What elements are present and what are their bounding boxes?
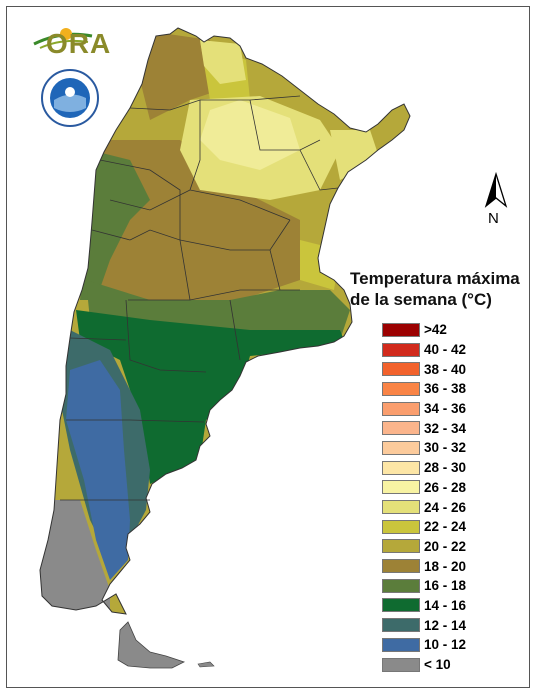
legend-label: >42: [424, 322, 447, 338]
legend-item: < 10: [382, 655, 524, 675]
legend-label: 40 - 42: [424, 342, 467, 358]
smn-logo: [40, 68, 100, 128]
legend-swatch: [382, 578, 420, 593]
legend-item: 22 - 24: [382, 517, 524, 537]
legend-swatch: [382, 637, 420, 652]
ora-logo: ORA: [32, 22, 110, 62]
legend-label: 28 - 30: [424, 460, 467, 476]
legend-swatch: [382, 539, 420, 554]
north-arrow-icon: [484, 171, 508, 208]
legend: Temperatura máxima de la semana (°C) >42…: [344, 268, 524, 674]
legend-swatch: [382, 440, 420, 455]
legend-title-line1: Temperatura máxima: [350, 269, 520, 288]
legend-swatch: [382, 519, 420, 534]
legend-label: 12 - 14: [424, 617, 467, 633]
north-label: N: [488, 210, 499, 227]
legend-label: 16 - 18: [424, 578, 467, 594]
legend-item: 28 - 30: [382, 458, 524, 478]
legend-swatch: [382, 480, 420, 495]
legend-item: 32 - 34: [382, 418, 524, 438]
tierra-del-fuego: [117, 621, 186, 669]
legend-label: 24 - 26: [424, 499, 467, 515]
legend-title-line2: de la semana (°C): [350, 290, 492, 309]
north-arrow: N: [478, 170, 514, 230]
legend-label: 36 - 38: [424, 381, 467, 397]
legend-item: 16 - 18: [382, 576, 524, 596]
legend-items: >42 40 - 42 38 - 40 36 - 38 34 - 36 32 - 34 30…: [382, 320, 524, 674]
legend-swatch: [382, 381, 420, 396]
legend-label: 20 - 22: [424, 538, 467, 554]
legend-label: 34 - 36: [424, 401, 467, 417]
ora-wordmark: ORA: [46, 28, 112, 59]
legend-swatch: [382, 421, 420, 436]
legend-swatch: [382, 500, 420, 515]
legend-swatch: [382, 460, 420, 475]
legend-item: 10 - 12: [382, 635, 524, 655]
legend-title: Temperatura máxima de la semana (°C): [350, 268, 524, 310]
legend-label: < 10: [424, 657, 451, 673]
legend-label: 10 - 12: [424, 637, 467, 653]
legend-swatch: [382, 322, 420, 337]
legend-label: 26 - 28: [424, 479, 467, 495]
argentina-outline: [39, 27, 411, 615]
legend-swatch: [382, 401, 420, 416]
legend-item: 36 - 38: [382, 379, 524, 399]
legend-swatch: [382, 342, 420, 357]
legend-swatch: [382, 618, 420, 633]
legend-label: 22 - 24: [424, 519, 467, 535]
legend-item: 14 - 16: [382, 596, 524, 616]
legend-swatch: [382, 657, 420, 672]
legend-item: 38 - 40: [382, 359, 524, 379]
legend-item: 18 - 20: [382, 556, 524, 576]
legend-label: 32 - 34: [424, 420, 467, 436]
legend-item: 34 - 36: [382, 399, 524, 419]
legend-item: 30 - 32: [382, 438, 524, 458]
legend-item: >42: [382, 320, 524, 340]
legend-item: 20 - 22: [382, 537, 524, 557]
legend-label: 30 - 32: [424, 440, 467, 456]
legend-swatch: [382, 362, 420, 377]
legend-label: 18 - 20: [424, 558, 467, 574]
legend-item: 40 - 42: [382, 340, 524, 360]
legend-item: 26 - 28: [382, 478, 524, 498]
legend-swatch: [382, 598, 420, 613]
isla-de-los-estados: [197, 661, 215, 668]
legend-swatch: [382, 559, 420, 574]
province-boundaries: [60, 95, 339, 501]
legend-label: 38 - 40: [424, 361, 467, 377]
legend-label: 14 - 16: [424, 597, 467, 613]
legend-item: 24 - 26: [382, 497, 524, 517]
legend-item: 12 - 14: [382, 615, 524, 635]
